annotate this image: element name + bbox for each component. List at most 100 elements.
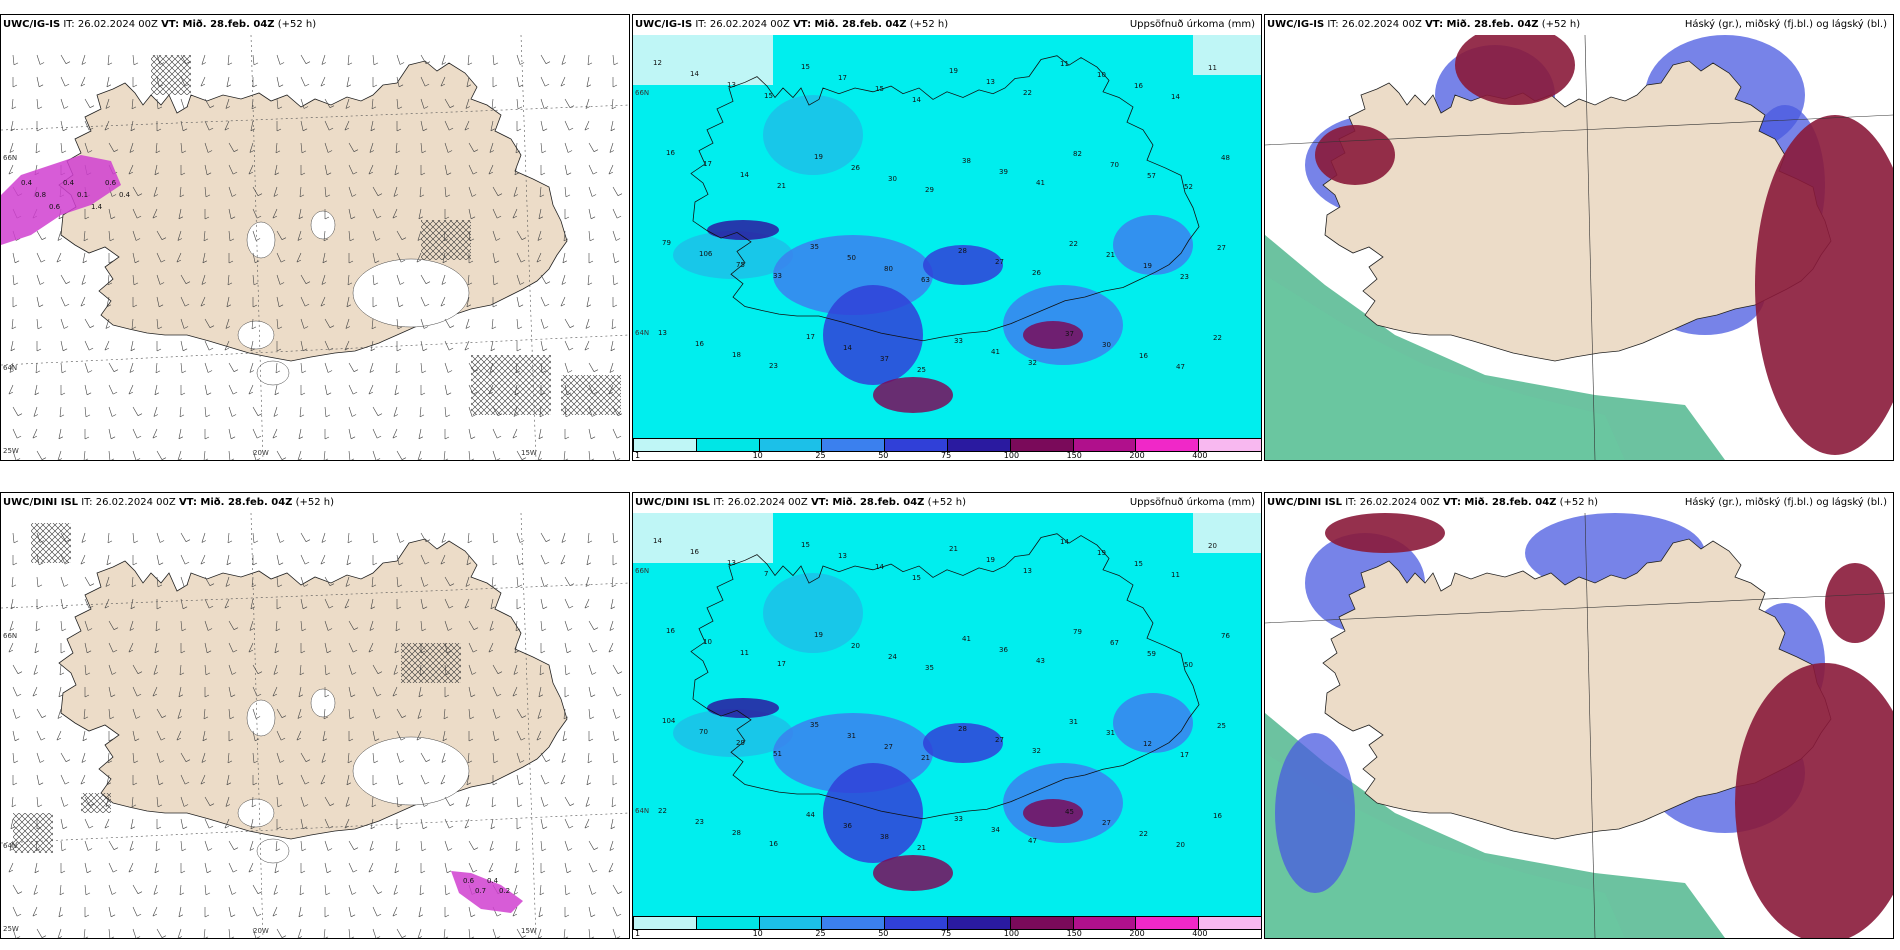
wind-barb-flag: [401, 935, 407, 938]
wind-barb-flag: [490, 606, 496, 610]
wind-barb: [588, 450, 591, 460]
wind-barb-flag: [180, 870, 186, 874]
wind-barb: [587, 752, 590, 763]
precip-value: 21: [1106, 251, 1115, 259]
precip-value: 17: [1180, 751, 1189, 759]
colorbar-swatch: [1198, 916, 1261, 930]
wind-barb: [563, 928, 566, 938]
longitude-line: [250, 35, 264, 460]
wind-barb: [608, 862, 614, 873]
wind-barb: [392, 686, 398, 697]
wind-barb: [324, 142, 329, 153]
wind-barb: [251, 318, 254, 329]
wind-barb: [180, 818, 184, 829]
wind-barb: [130, 598, 134, 609]
wind-barb-flag: [464, 347, 470, 351]
wind-barb-flag: [204, 216, 210, 220]
wind-barb: [300, 296, 306, 307]
wind-barb-flag: [303, 584, 309, 587]
wind-barb: [84, 384, 88, 395]
colorbar-label: 1: [635, 451, 641, 460]
wind-barb-flag: [12, 782, 18, 786]
wind-barb: [540, 554, 546, 565]
wind-barb-flag: [542, 826, 548, 830]
wind-barb: [132, 230, 137, 241]
wind-barb-flag: [253, 540, 259, 544]
wind-barb-flag: [302, 606, 308, 610]
wind-barb-flag: [130, 826, 136, 830]
wind-barb-flag: [232, 649, 238, 653]
wind-barb: [369, 142, 374, 153]
wind-barb: [372, 450, 377, 460]
wind-barb: [84, 142, 89, 153]
wind-barb-flag: [80, 83, 86, 87]
wind-barb-flag: [272, 435, 278, 439]
wind-barb-flag: [299, 672, 305, 676]
wind-barb-flag: [256, 913, 262, 917]
wind-barb-flag: [540, 172, 546, 176]
wind-barb-flag: [296, 259, 302, 263]
precip-value: 16: [1139, 352, 1148, 360]
wind-barb: [417, 708, 422, 719]
wind-barb: [586, 76, 590, 87]
precip-value: 32: [1032, 747, 1041, 755]
wind-barb-flag: [113, 149, 119, 152]
wind-barb: [612, 450, 617, 460]
wind-barb-flag: [352, 391, 358, 395]
wind-barb: [12, 252, 16, 263]
wind-barb: [344, 598, 350, 609]
precip-value: 106: [699, 250, 713, 258]
wind-barb: [539, 186, 542, 197]
wind-barb: [252, 708, 257, 719]
wind-barb-flag: [62, 826, 68, 830]
wind-barb: [371, 98, 374, 109]
wind-barb-flag: [132, 84, 138, 88]
wind-barb: [420, 98, 425, 109]
wind-barb: [420, 554, 426, 565]
wind-barb-flag: [226, 84, 232, 88]
wind-barb-flag: [106, 562, 112, 566]
wind-barb-flag: [226, 304, 232, 308]
wind-barb-flag: [423, 804, 429, 807]
colorbar-swatch: [633, 438, 697, 452]
wind-barb: [12, 928, 17, 938]
wind-barb-flag: [58, 436, 64, 440]
wind-barb: [612, 884, 619, 894]
wind-barb-flag: [370, 606, 376, 610]
wind-barb-flag: [84, 694, 90, 698]
wind-barb: [300, 554, 306, 565]
glacier: [352, 258, 470, 328]
wind-barb: [132, 274, 135, 285]
wind-barb: [444, 406, 447, 417]
wind-barb: [420, 598, 424, 609]
wind-barb: [444, 598, 450, 609]
wind-barb-flag: [346, 562, 352, 566]
wind-barb: [612, 186, 619, 196]
colorbar-swatch: [695, 438, 760, 452]
wind-barb: [516, 730, 522, 741]
wind-barb-flag: [608, 171, 614, 175]
lon-label: 25W: [3, 447, 19, 455]
wind-barb-flag: [153, 414, 159, 417]
wind-barb: [58, 906, 62, 917]
wind-barb-flag: [251, 584, 257, 588]
wind-barb: [108, 384, 114, 395]
wind-barb-flag: [9, 370, 15, 373]
wind-barb: [444, 884, 447, 895]
wind-barb: [12, 274, 15, 285]
wind-barb: [300, 362, 303, 373]
wind-barb: [276, 928, 283, 938]
cloud-title: Háský (gr.), miðský (fj.bl.) og lágský (…: [1684, 497, 1887, 508]
wind-barb: [320, 774, 326, 785]
wind-barb: [108, 208, 112, 219]
wind-barb: [300, 274, 307, 284]
wind-barb: [441, 532, 446, 543]
projection-line: [1584, 513, 1596, 938]
wind-barb-flag: [392, 913, 398, 917]
wind-barb-flag: [517, 584, 523, 588]
wind-barb-flag: [65, 759, 71, 762]
wind-barb: [131, 576, 134, 587]
wind-barb: [250, 818, 254, 829]
wind-barb-flag: [518, 782, 524, 786]
wind-barb-flag: [368, 649, 374, 653]
